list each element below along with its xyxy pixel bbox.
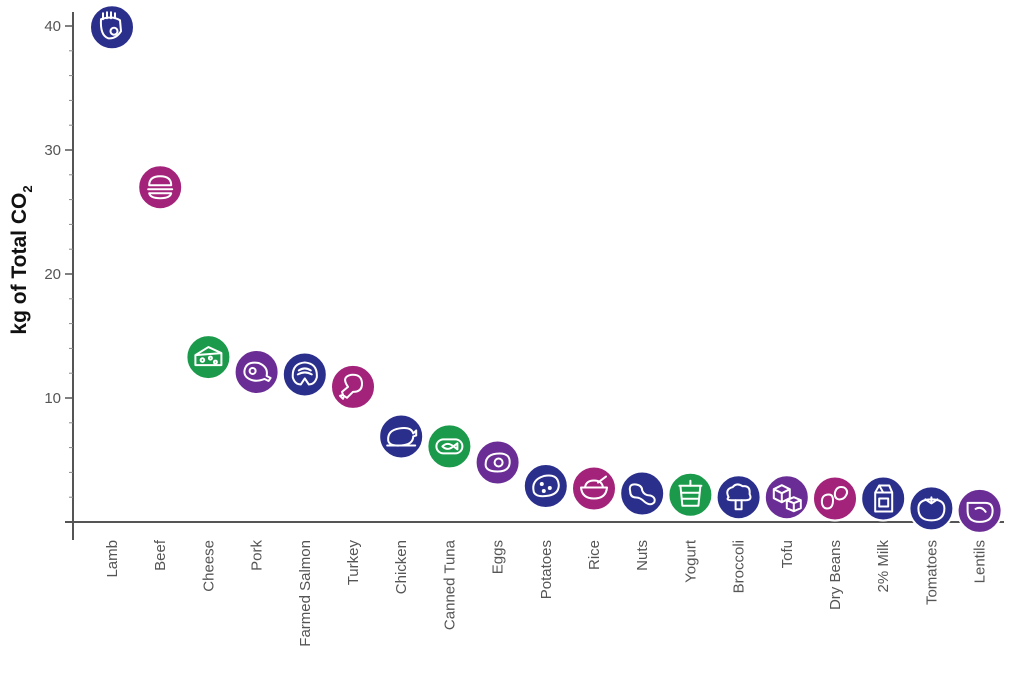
- x-tick-label-canned-tuna: Canned Tuna: [441, 539, 458, 630]
- tomato-icon: [917, 496, 946, 522]
- data-point-farmed-salmon: [281, 351, 328, 398]
- point-marker: [812, 475, 858, 522]
- rice-bowl-icon: [580, 475, 608, 500]
- data-point-broccoli: [715, 474, 762, 521]
- data-point-lentils: [956, 487, 1003, 534]
- cheese-icon: [194, 346, 223, 367]
- point-marker: [378, 413, 425, 460]
- data-point-pork: [233, 348, 280, 395]
- data-point-2-milk: [860, 475, 907, 522]
- egg-icon: [484, 452, 511, 473]
- point-marker: [330, 363, 376, 410]
- y-ticks: 10 20 30 40: [44, 18, 73, 498]
- data-point-tomatoes: [908, 485, 955, 532]
- tofu-cubes-icon: [772, 484, 802, 513]
- svg-text:kg of Total CO2: kg of Total CO2: [8, 185, 35, 334]
- x-tick-label-farmed-salmon: Farmed Salmon: [297, 540, 314, 647]
- y-axis-title: kg of Total CO2: [8, 185, 35, 334]
- point-marker: [522, 463, 569, 510]
- x-tick-label-tofu: Tofu: [779, 540, 796, 568]
- point-marker: [426, 423, 473, 470]
- roast-chicken-icon: [386, 427, 418, 447]
- x-tick-label-tomatoes: Tomatoes: [923, 540, 940, 605]
- data-point-eggs: [474, 439, 521, 486]
- x-tick-label-2-milk: 2% Milk: [875, 540, 892, 593]
- yogurt-cup-icon: [678, 479, 703, 507]
- point-marker: [137, 164, 184, 211]
- point-marker: [763, 474, 810, 521]
- data-point-rice: [571, 465, 617, 512]
- data-point-tofu: [763, 474, 810, 521]
- x-tick-label-broccoli: Broccoli: [731, 540, 748, 593]
- data-point-cheese: [185, 334, 232, 381]
- beans-icon: [820, 486, 849, 510]
- ham-icon: [243, 361, 272, 382]
- x-tick-labels: Lamb Beef Cheese Pork Farmed Salmon Turkey Chi…: [104, 539, 989, 647]
- y-tick-label: 20: [44, 266, 61, 283]
- y-tick-label: 30: [44, 142, 61, 159]
- data-point-nuts: [619, 470, 666, 517]
- x-tick-label-chicken: Chicken: [393, 540, 410, 594]
- data-point-potatoes: [522, 463, 569, 510]
- x-tick-label-cheese: Cheese: [200, 540, 217, 592]
- x-tick-label-dry-beans: Dry Beans: [827, 540, 844, 610]
- x-tick-label-potatoes: Potatoes: [538, 540, 555, 599]
- salmon-steak-icon: [291, 361, 318, 386]
- y-tick-label: 10: [44, 390, 61, 407]
- point-marker: [908, 485, 955, 532]
- y-axis-title-subscript: 2: [20, 185, 35, 192]
- burger-icon: [147, 175, 174, 200]
- y-tick-label: 40: [44, 18, 61, 35]
- point-marker: [619, 470, 666, 517]
- drumstick-icon: [339, 373, 363, 400]
- point-marker: [281, 351, 328, 398]
- broccoli-icon: [726, 483, 752, 511]
- point-marker: [715, 474, 762, 521]
- data-point-turkey: [330, 363, 376, 410]
- y-axis-title-text: kg of Total CO: [8, 193, 31, 335]
- peanut-icon: [628, 483, 656, 506]
- lentils-icon: [966, 501, 994, 523]
- data-point-dry-beans: [812, 475, 858, 522]
- milk-carton-icon: [874, 484, 894, 513]
- x-tick-label-lamb: Lamb: [104, 540, 121, 578]
- point-marker: [474, 439, 521, 486]
- data-point-canned-tuna: [426, 423, 473, 470]
- potato-icon: [532, 474, 560, 498]
- x-tick-label-nuts: Nuts: [634, 540, 651, 571]
- x-tick-label-beef: Beef: [152, 539, 169, 571]
- data-point-lamb: [89, 4, 135, 51]
- data-point-yogurt: [667, 471, 714, 518]
- lamb-icon: [99, 11, 122, 40]
- point-marker: [233, 348, 280, 395]
- tuna-can-icon: [435, 438, 464, 455]
- x-tick-label-pork: Pork: [249, 540, 266, 571]
- x-tick-label-yogurt: Yogurt: [682, 539, 699, 583]
- point-marker: [956, 487, 1003, 534]
- x-tick-label-rice: Rice: [586, 540, 603, 570]
- x-tick-label-lentils: Lentils: [972, 540, 989, 583]
- point-marker: [667, 471, 714, 518]
- data-points: [89, 4, 1003, 534]
- x-tick-label-eggs: Eggs: [490, 540, 507, 574]
- data-point-chicken: [378, 413, 425, 460]
- data-point-beef: [137, 164, 184, 211]
- x-tick-label-turkey: Turkey: [345, 540, 362, 586]
- axes: [65, 12, 1004, 540]
